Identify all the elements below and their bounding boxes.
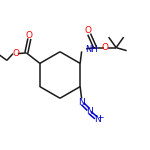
- Text: O: O: [102, 43, 109, 52]
- Text: O: O: [85, 26, 92, 35]
- Text: N: N: [94, 115, 100, 124]
- Text: NH: NH: [85, 45, 98, 54]
- Text: −: −: [97, 113, 103, 122]
- Text: N: N: [78, 98, 85, 107]
- Text: O: O: [26, 31, 33, 40]
- Text: O: O: [13, 49, 20, 58]
- Text: N: N: [86, 107, 93, 116]
